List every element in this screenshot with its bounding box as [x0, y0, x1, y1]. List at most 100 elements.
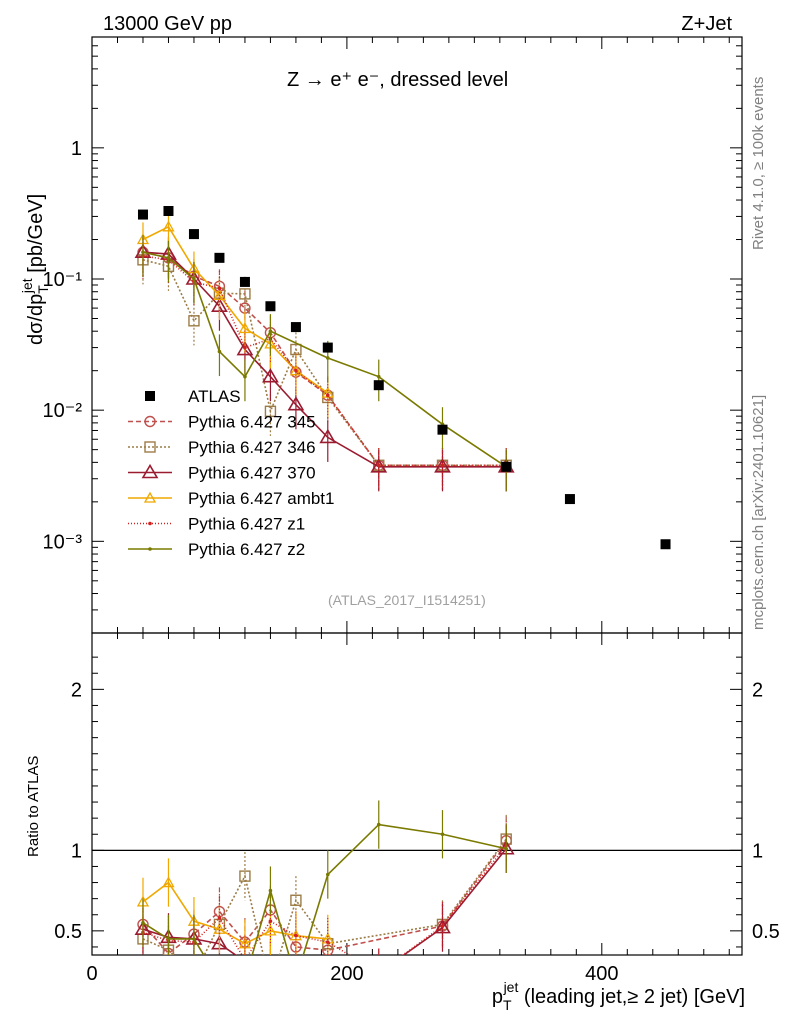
ratio-point	[243, 979, 247, 983]
legend-marker	[144, 441, 156, 453]
ratio-panel-frame	[91, 632, 743, 956]
legend-label: Pythia 6.427 370	[188, 464, 316, 483]
data-point	[217, 286, 222, 291]
data-point	[294, 368, 298, 373]
y-tick-label-ratio: 0.5	[54, 921, 82, 943]
legend-marker	[148, 547, 152, 551]
ratio-line	[142, 838, 507, 955]
y-tick-label-ratio-right: 0.5	[752, 921, 780, 943]
data-point	[213, 289, 226, 301]
ratio-series	[134, 800, 515, 983]
ratio-point	[166, 937, 171, 941]
data-point	[325, 393, 330, 398]
ratio-point	[289, 962, 303, 974]
data-point	[239, 288, 251, 300]
atlas-point	[437, 424, 448, 435]
legend-marker	[143, 491, 157, 503]
ratio-point	[141, 921, 145, 925]
atlas-point	[214, 252, 225, 263]
ratio-point	[162, 876, 175, 888]
legend-marker	[141, 463, 159, 479]
legend-label: Pythia 6.427 z1	[188, 515, 305, 534]
legend-marker	[148, 521, 152, 526]
ratio-point	[325, 940, 330, 944]
atlas-point	[265, 301, 276, 312]
legend-entry-z2: Pythia 6.427 z2	[128, 540, 305, 559]
main-series	[134, 205, 671, 550]
data-point	[262, 368, 279, 383]
legend-entry-ambt1: Pythia 6.427 ambt1	[128, 489, 334, 508]
series-line	[142, 225, 329, 394]
ratio-point	[294, 977, 298, 981]
data-point	[141, 250, 145, 255]
y-tick-label-ratio-right: 2	[752, 679, 763, 701]
atlas-point	[239, 276, 250, 287]
rivet-label: Rivet 4.1.0, ≥ 100k events	[750, 77, 767, 250]
ratio-line	[142, 881, 328, 945]
ratio-point	[372, 966, 386, 978]
x-tick-label: 200	[330, 963, 363, 985]
data-point	[217, 349, 222, 354]
ratio-point	[504, 846, 509, 851]
data-point	[166, 256, 171, 260]
ratio-point	[263, 958, 277, 970]
main-axes: 1 10⁻¹ 10⁻² 10⁻³	[43, 36, 742, 634]
legend-label: ATLAS	[188, 387, 241, 406]
data-point	[243, 345, 247, 350]
data-point	[192, 277, 196, 281]
series-line	[142, 251, 507, 468]
y-tick-label-main: 10⁻²	[43, 400, 83, 422]
ratio-point	[192, 937, 196, 941]
data-point	[319, 428, 337, 444]
ratio-point	[264, 924, 277, 936]
atlas-point	[163, 205, 174, 216]
ratio-point	[268, 888, 273, 893]
legend-marker	[144, 415, 156, 428]
legend-entry-ATLAS: ATLAS	[145, 387, 241, 406]
ratio-point	[243, 958, 247, 962]
atlas-point	[660, 539, 671, 550]
ratio-line	[142, 840, 507, 955]
ratio-point	[268, 919, 273, 923]
header-right: Z+Jet	[681, 13, 732, 35]
analysis-id: (ATLAS_2017_I1514251)	[328, 592, 486, 608]
legend-entry-p346: Pythia 6.427 346	[128, 438, 316, 457]
ratio-series-p370	[134, 824, 515, 978]
process-annotation: Z → e⁺ e⁻, dressed level	[287, 69, 508, 91]
data-point	[162, 220, 175, 232]
main-ylabel: dσ/dpTjet [pb/GeV]	[19, 194, 51, 345]
ratio-point	[440, 924, 445, 928]
data-point	[268, 329, 273, 333]
ratio-point	[239, 870, 251, 882]
atlas-point	[137, 209, 148, 220]
ratio-series-z2	[141, 800, 509, 983]
atlas-point	[501, 461, 512, 472]
y-tick-label-main: 1	[71, 138, 82, 160]
data-point	[440, 463, 445, 468]
ratio-ylabel: Ratio to ATLAS	[25, 756, 42, 857]
y-tick-label-main: 10⁻¹	[43, 269, 83, 291]
data-point	[376, 463, 381, 468]
y-tick-label-ratio: 1	[71, 840, 82, 862]
ratio-point	[325, 872, 330, 877]
legend-entry-p370: Pythia 6.427 370	[128, 464, 316, 483]
legend-label: Pythia 6.427 ambt1	[188, 489, 334, 508]
atlas-point	[188, 229, 199, 240]
y-tick-label-main: 10⁻³	[43, 531, 83, 553]
ratio-series-z1	[141, 821, 509, 975]
legend-label: Pythia 6.427 345	[188, 413, 316, 432]
ratio-point	[243, 952, 247, 955]
ratio-line	[142, 823, 507, 955]
ratio-axes: 0.5 0.5 1 1 2 2 0 200 400	[54, 633, 780, 985]
data-point	[264, 405, 277, 418]
data-point	[376, 374, 381, 379]
data-point	[325, 356, 330, 360]
y-tick-label-ratio: 2	[71, 679, 82, 701]
ratio-point	[189, 971, 199, 981]
ratio-point	[377, 971, 381, 975]
ratio-point	[217, 916, 222, 920]
y-tick-label-ratio-right: 1	[752, 840, 763, 862]
data-point	[287, 396, 305, 411]
legend: ATLAS Pythia 6.427 345 Pythia 6.427 346 Pyt…	[128, 387, 334, 559]
